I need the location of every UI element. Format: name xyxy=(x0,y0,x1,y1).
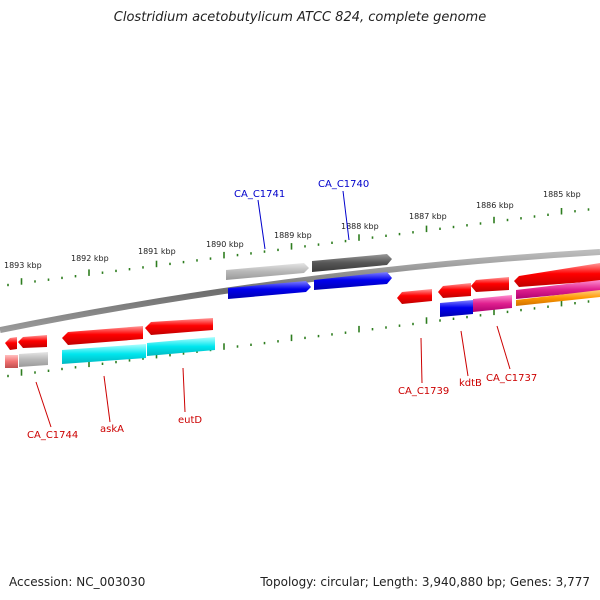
leader-ca-c1741 xyxy=(257,199,266,250)
gene-ca-c1740-cds[interactable] xyxy=(314,272,392,290)
gene-ca-c1737-cds[interactable] xyxy=(473,295,512,312)
kbp-label-1893: 1893 kbp xyxy=(4,261,42,270)
kbp-label-1891: 1891 kbp xyxy=(138,247,176,256)
leader-ca-c1739 xyxy=(420,337,423,384)
kbp-label-1889: 1889 kbp xyxy=(274,231,312,240)
gene-aska-cds[interactable] xyxy=(62,344,146,364)
gene-ca-c1744-left-red[interactable] xyxy=(5,337,17,350)
outer-tick-ring xyxy=(7,208,590,287)
kbp-labels: 1893 kbp 1892 kbp 1891 kbp 1890 kbp 1889… xyxy=(4,190,581,270)
page-title: Clostridium acetobutylicum ATCC 824, com… xyxy=(113,10,487,25)
leader-aska xyxy=(103,375,111,423)
gene-ca-c1744-cds-gray[interactable] xyxy=(19,352,48,367)
gene-kdtb-feature[interactable] xyxy=(438,283,471,298)
gene-eutd-feature[interactable] xyxy=(145,318,213,335)
gene-forward-right-cds-orange[interactable] xyxy=(516,290,600,306)
leader-eutd xyxy=(182,367,186,413)
gene-ca-c1741-cds[interactable] xyxy=(228,281,311,299)
gene-ca-c1744-cds-pink[interactable] xyxy=(5,355,18,368)
gene-ca-c1740-feature[interactable] xyxy=(312,254,392,272)
leader-ca-c1744 xyxy=(35,381,52,428)
kbp-label-1885: 1885 kbp xyxy=(543,190,581,199)
gene-label-ca-c1740[interactable]: CA_C1740 xyxy=(318,179,369,190)
gene-label-ca-c1744[interactable]: CA_C1744 xyxy=(27,430,78,441)
gene-label-aska[interactable]: askA xyxy=(100,424,124,435)
gene-label-ca-c1737[interactable]: CA_C1737 xyxy=(486,373,537,384)
kbp-label-1886: 1886 kbp xyxy=(476,201,514,210)
leader-ca-c1740 xyxy=(342,190,350,241)
gene-eutd-cds[interactable] xyxy=(147,337,215,356)
kbp-label-1892: 1892 kbp xyxy=(71,254,109,263)
leader-kdtb xyxy=(460,330,469,377)
accession-text: Accession: NC_003030 xyxy=(9,575,146,589)
gene-forward-right-feature[interactable] xyxy=(514,263,600,287)
gene-label-kdtb[interactable]: kdtB xyxy=(459,378,482,389)
kbp-label-1890: 1890 kbp xyxy=(206,240,244,249)
kbp-label-1888: 1888 kbp xyxy=(341,222,379,231)
gene-ca-c1739-feature[interactable] xyxy=(397,289,432,304)
gene-ca-c1737-feature[interactable] xyxy=(471,277,509,292)
genome-backbone xyxy=(0,249,600,333)
kbp-label-1887: 1887 kbp xyxy=(409,212,447,221)
gene-label-eutd[interactable]: eutD xyxy=(178,415,202,426)
gene-forward-right-cds-magenta[interactable] xyxy=(516,280,600,299)
inner-tick-ring xyxy=(7,299,590,378)
leader-ca-c1737 xyxy=(496,325,511,370)
gene-kdtb-cds[interactable] xyxy=(440,300,473,317)
genome-summary-text: Topology: circular; Length: 3,940,880 bp… xyxy=(260,575,590,589)
gene-label-ca-c1739[interactable]: CA_C1739 xyxy=(398,386,449,397)
gene-label-ca-c1741[interactable]: CA_C1741 xyxy=(234,189,285,200)
gene-aska-feature[interactable] xyxy=(62,326,143,345)
gene-ca-c1744-feature[interactable] xyxy=(18,335,47,348)
gene-ca-c1741-feature[interactable] xyxy=(226,263,309,280)
